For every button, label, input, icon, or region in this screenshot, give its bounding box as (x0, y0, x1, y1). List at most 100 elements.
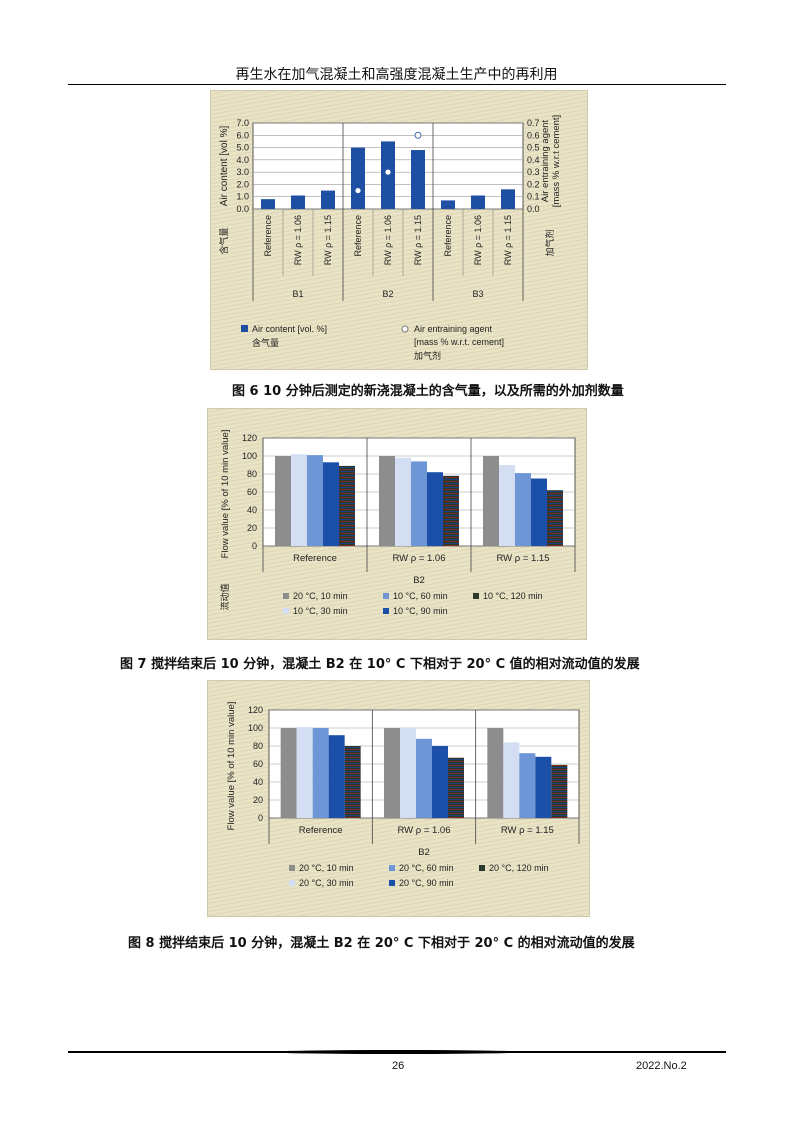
y2-tick-label: 0.1 (527, 192, 540, 202)
legend-label: 10 °C, 60 min (393, 591, 448, 601)
bar-20-c-10-min (280, 728, 297, 818)
legend-swatch (389, 880, 395, 886)
legend-label: 20 °C, 60 min (399, 863, 454, 873)
bar-air-content (351, 147, 365, 209)
legend-swatch (479, 865, 485, 871)
category-label: RW ρ = 1.15 (503, 215, 513, 265)
figure-8-caption: 图 8 搅拌结束后 10 分钟，混凝土 B2 在 20° C 下相对于 20° … (128, 936, 635, 951)
y-tick-label: 100 (242, 451, 257, 461)
legend-label: 20 °C, 90 min (399, 878, 454, 888)
bar-20-c-120-min (551, 764, 568, 818)
category-label: RW ρ = 1.06 (293, 215, 303, 265)
y-axis-title-cn: 含气量 (218, 227, 229, 254)
y-tick-label: 60 (253, 759, 263, 769)
y-tick-label: 40 (247, 505, 257, 515)
bar-20-c-90-min (432, 746, 448, 818)
y-tick-label: 0.0 (236, 204, 249, 214)
legend-label: 10 °C, 90 min (393, 606, 448, 616)
x-group-label: B2 (413, 575, 425, 586)
flow-value-20c-chart: 0 20 40 60 80 100 120 Reference RW ρ = 1.06 RW ρ … (226, 702, 580, 888)
y-tick-label: 100 (248, 723, 263, 733)
bar-10-c-30-min (291, 454, 307, 546)
legend-label: Air entraining agent (414, 324, 493, 334)
y-tick-label: 80 (253, 741, 263, 751)
bar-10-c-90-min (427, 472, 443, 546)
y-tick-label: 0 (258, 813, 263, 823)
category-label: RW ρ = 1.06 (383, 215, 393, 265)
y-tick-label: 20 (247, 523, 257, 533)
y-tick-label: 80 (247, 469, 257, 479)
y2-tick-label: 0.0 (527, 204, 540, 214)
figure-7-caption: 图 7 搅拌结束后 10 分钟，混凝土 B2 在 10° C 下相对于 20° … (120, 657, 640, 672)
legend-label: Air content [vol. %] (252, 324, 327, 334)
bar-20-c-30-min (296, 727, 313, 818)
bar-air-content (261, 199, 275, 209)
y2-tick-label: 0.5 (527, 143, 540, 153)
bar-air-content (501, 189, 515, 209)
y-tick-label: 120 (248, 705, 263, 715)
legend-label: 10 °C, 30 min (293, 606, 348, 616)
bar-10-c-30-min (499, 465, 515, 546)
bar-10-c-120-min (443, 475, 459, 546)
y-tick-label: 4.0 (236, 155, 249, 165)
y-tick-label: 2.0 (236, 179, 249, 189)
bar-10-c-60-min (307, 455, 323, 546)
bar-20-c-120-min (448, 757, 464, 818)
bar-20-c-60-min (416, 738, 432, 818)
y-tick-label: 0 (252, 541, 257, 551)
figure-7-chart: 0 20 40 60 80 100 120 Reference RW ρ = 1.06 RW ρ … (207, 408, 587, 640)
y-tick-label: 20 (253, 795, 263, 805)
bar-air-content (471, 195, 485, 209)
y-tick-label: 120 (242, 433, 257, 443)
header-rule (68, 84, 726, 85)
legend-label: 20 °C, 30 min (299, 878, 354, 888)
air-content-chart: 0.0 0.0 1.0 0.1 2.0 0.2 3.0 0.3 4.0 0.4 5.0 0.5 6.0 0… (218, 115, 562, 361)
bar-10-c-30-min (395, 457, 411, 546)
category-label: RW ρ = 1.06 (397, 825, 450, 836)
bar-20-c-10-min (483, 456, 499, 546)
legend-swatch (389, 865, 395, 871)
figure-6-caption: 图 6 10 分钟后测定的新浇混凝土的含气量，以及所需的外加剂数量 (232, 384, 624, 399)
y-axis-title: Flow value [% of 10 min value] (220, 430, 231, 559)
bar-10-c-90-min (323, 462, 339, 546)
y2-tick-label: 0.4 (527, 155, 540, 165)
category-label: RW ρ = 1.15 (501, 825, 554, 836)
legend-label: [mass % w.r.t. cement] (414, 337, 504, 347)
y-axis-title-cn: 流动值 (219, 583, 230, 610)
y2-axis-title: [mass % w.r.t cement] (551, 115, 562, 207)
y-axis-title: Air content [vol %] (219, 125, 230, 206)
flow-value-10c-chart: 0 20 40 60 80 100 120 Reference RW ρ = 1.06 RW ρ … (219, 430, 576, 616)
legend-swatch (289, 880, 295, 886)
bar-20-c-30-min (400, 728, 416, 818)
legend-label: 10 °C, 120 min (483, 591, 543, 601)
page-number: 26 (392, 1060, 405, 1072)
bar-10-c-120-min (339, 465, 355, 546)
bar-20-c-10-min (384, 728, 400, 818)
bar-air-content (291, 195, 305, 209)
legend-label: 20 °C, 10 min (293, 591, 348, 601)
legend-label: 20 °C, 10 min (299, 863, 354, 873)
y2-axis-title: Air entraining agent (540, 119, 551, 202)
bar-20-c-10-min (487, 728, 504, 818)
legend-label-cn: 加气剂 (414, 350, 441, 361)
group-label: B3 (472, 289, 483, 299)
category-label: Reference (443, 215, 453, 257)
legend-swatch-air-entraining-agent (401, 325, 409, 333)
issue-label: 2022.No.2 (636, 1060, 687, 1072)
bar-10-c-60-min (411, 461, 427, 546)
bar-20-c-90-min (535, 756, 552, 818)
bar-20-c-30-min (503, 742, 520, 818)
y2-tick-label: 0.3 (527, 167, 540, 177)
y-axis-title: Flow value [% of 10 min value] (226, 702, 237, 831)
running-title: 再生水在加气混凝土和高强度混凝土生产中的再利用 (235, 67, 558, 83)
y-tick-label: 7.0 (236, 118, 249, 128)
y-tick-label: 60 (247, 487, 257, 497)
legend-swatch (383, 608, 389, 614)
category-label: Reference (353, 215, 363, 257)
y2-tick-label: 0.2 (527, 179, 540, 189)
y-tick-label: 40 (253, 777, 263, 787)
category-label: RW ρ = 1.15 (413, 215, 423, 265)
group-label: B2 (382, 289, 393, 299)
legend-swatch (283, 608, 289, 614)
y-tick-label: 5.0 (236, 143, 249, 153)
